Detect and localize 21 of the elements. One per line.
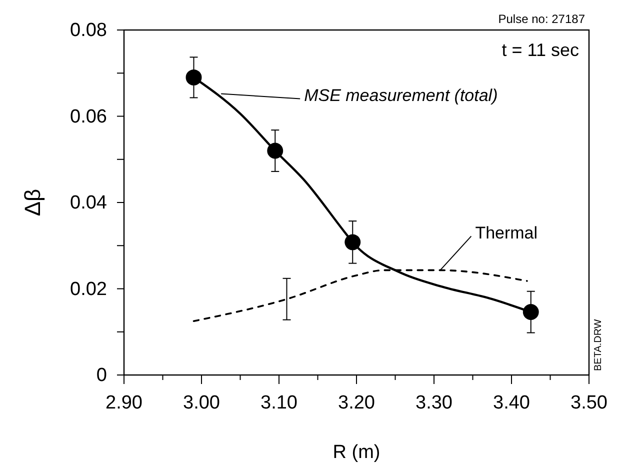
annotation: t = 11 sec (502, 40, 579, 60)
x-axis-title: R (m) (332, 442, 380, 463)
series-label: Thermal (475, 224, 538, 243)
x-tick-label: 3.00 (183, 392, 220, 414)
point (186, 69, 202, 86)
y-axis-title: Δβ (20, 188, 45, 216)
x-tick-label: 2.90 (106, 392, 142, 414)
point (522, 304, 539, 320)
x-tick-label: 3.10 (260, 392, 298, 414)
x-tick-label: 3.40 (493, 392, 530, 414)
text: Pulse no: 27187 (498, 12, 586, 26)
text: BETA.DRW (593, 318, 604, 371)
x-tick-label: 3.50 (570, 392, 608, 414)
y-tick-label: 0.06 (70, 106, 107, 128)
x-tick-label: 3.20 (338, 392, 375, 414)
y-tick-label: 0.04 (70, 192, 108, 214)
legend-label: MSE measurement (total) (304, 86, 498, 106)
y-tick-label: 0.08 (70, 20, 107, 42)
y-tick-label: 0.02 (70, 278, 107, 300)
y-tick-label: 0 (96, 365, 107, 386)
x-tick-label: 3.30 (416, 392, 452, 414)
